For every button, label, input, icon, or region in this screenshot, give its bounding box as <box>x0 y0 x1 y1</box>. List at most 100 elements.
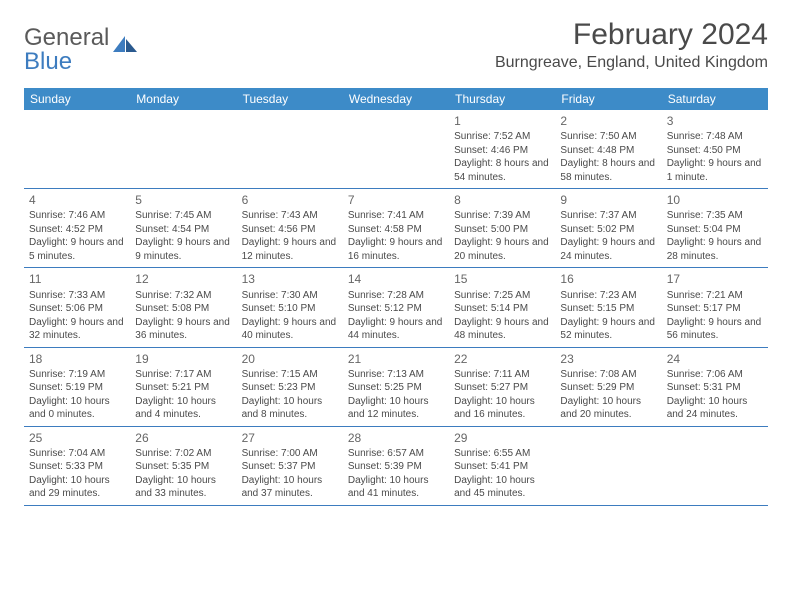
day-cell: 12 Sunrise: 7:32 AMSunset: 5:08 PMDayligh… <box>130 268 236 346</box>
day-cell: 8Sunrise: 7:39 AMSunset: 5:00 PMDaylight… <box>449 189 555 267</box>
day-cell: 17Sunrise: 7:21 AMSunset: 5:17 PMDayligh… <box>662 268 768 346</box>
day-number: 11 <box>29 271 125 287</box>
week-row: 11 Sunrise: 7:33 AMSunset: 5:06 PMDayligh… <box>24 268 768 347</box>
day-number: 28 <box>348 430 444 446</box>
day-info: Sunrise: 7:43 AMSunset: 4:56 PMDaylight:… <box>242 209 338 263</box>
dow-cell: Tuesday <box>237 88 343 110</box>
day-info: Sunrise: 7:32 AMSunset: 5:08 PMDaylight:… <box>135 289 231 343</box>
day-info: Sunrise: 7:37 AMSunset: 5:02 PMDaylight:… <box>560 209 656 263</box>
day-info: Sunrise: 7:11 AMSunset: 5:27 PMDaylight:… <box>454 368 550 422</box>
day-number: 6 <box>242 192 338 208</box>
day-info: Sunrise: 7:13 AMSunset: 5:25 PMDaylight:… <box>348 368 444 422</box>
day-number: 16 <box>560 271 656 287</box>
week-row: 18Sunrise: 7:19 AMSunset: 5:19 PMDayligh… <box>24 348 768 427</box>
day-cell <box>130 110 236 188</box>
day-cell <box>343 110 449 188</box>
day-info: Sunrise: 7:25 AMSunset: 5:14 PMDaylight:… <box>454 289 550 343</box>
day-number: 13 <box>242 271 338 287</box>
day-info: Sunrise: 7:28 AMSunset: 5:12 PMDaylight:… <box>348 289 444 343</box>
calendar-page: GeneralBlue February 2024 Burngreave, En… <box>0 0 792 516</box>
day-cell: 19Sunrise: 7:17 AMSunset: 5:21 PMDayligh… <box>130 348 236 426</box>
day-info: Sunrise: 7:46 AMSunset: 4:52 PMDaylight:… <box>29 209 125 263</box>
day-number: 9 <box>560 192 656 208</box>
day-cell: 1Sunrise: 7:52 AMSunset: 4:46 PMDaylight… <box>449 110 555 188</box>
day-info: Sunrise: 7:39 AMSunset: 5:00 PMDaylight:… <box>454 209 550 263</box>
day-cell: 21Sunrise: 7:13 AMSunset: 5:25 PMDayligh… <box>343 348 449 426</box>
day-cell: 29Sunrise: 6:55 AMSunset: 5:41 PMDayligh… <box>449 427 555 505</box>
day-info: Sunrise: 7:52 AMSunset: 4:46 PMDaylight:… <box>454 130 550 184</box>
week-row: 25Sunrise: 7:04 AMSunset: 5:33 PMDayligh… <box>24 427 768 506</box>
day-info: Sunrise: 7:08 AMSunset: 5:29 PMDaylight:… <box>560 368 656 422</box>
day-info: Sunrise: 7:33 AMSunset: 5:06 PMDaylight:… <box>29 289 125 343</box>
day-info: Sunrise: 7:02 AMSunset: 5:35 PMDaylight:… <box>135 447 231 501</box>
day-info: Sunrise: 7:41 AMSunset: 4:58 PMDaylight:… <box>348 209 444 263</box>
day-cell: 14 Sunrise: 7:28 AMSunset: 5:12 PMDayligh… <box>343 268 449 346</box>
day-number: 14 <box>348 271 444 287</box>
day-number: 10 <box>667 192 763 208</box>
month-title: February 2024 <box>495 18 768 52</box>
day-info: Sunrise: 7:35 AMSunset: 5:04 PMDaylight:… <box>667 209 763 263</box>
day-cell: 27Sunrise: 7:00 AMSunset: 5:37 PMDayligh… <box>237 427 343 505</box>
day-cell: 6Sunrise: 7:43 AMSunset: 4:56 PMDaylight… <box>237 189 343 267</box>
day-of-week-header: SundayMondayTuesdayWednesdayThursdayFrid… <box>24 88 768 110</box>
day-info: Sunrise: 7:15 AMSunset: 5:23 PMDaylight:… <box>242 368 338 422</box>
day-cell: 3Sunrise: 7:48 AMSunset: 4:50 PMDaylight… <box>662 110 768 188</box>
dow-cell: Friday <box>555 88 661 110</box>
day-cell: 10Sunrise: 7:35 AMSunset: 5:04 PMDayligh… <box>662 189 768 267</box>
day-cell: 25Sunrise: 7:04 AMSunset: 5:33 PMDayligh… <box>24 427 130 505</box>
day-info: Sunrise: 7:30 AMSunset: 5:10 PMDaylight:… <box>242 289 338 343</box>
day-number: 27 <box>242 430 338 446</box>
day-info: Sunrise: 7:17 AMSunset: 5:21 PMDaylight:… <box>135 368 231 422</box>
day-number: 25 <box>29 430 125 446</box>
logo-sail-icon <box>111 34 139 54</box>
day-cell: 28Sunrise: 6:57 AMSunset: 5:39 PMDayligh… <box>343 427 449 505</box>
dow-cell: Thursday <box>449 88 555 110</box>
day-number: 20 <box>242 351 338 367</box>
day-info: Sunrise: 7:00 AMSunset: 5:37 PMDaylight:… <box>242 447 338 501</box>
day-number: 19 <box>135 351 231 367</box>
day-number: 22 <box>454 351 550 367</box>
day-info: Sunrise: 7:48 AMSunset: 4:50 PMDaylight:… <box>667 130 763 184</box>
day-cell: 23Sunrise: 7:08 AMSunset: 5:29 PMDayligh… <box>555 348 661 426</box>
day-cell <box>662 427 768 505</box>
day-info: Sunrise: 7:45 AMSunset: 4:54 PMDaylight:… <box>135 209 231 263</box>
day-info: Sunrise: 7:06 AMSunset: 5:31 PMDaylight:… <box>667 368 763 422</box>
day-number: 21 <box>348 351 444 367</box>
day-cell: 18Sunrise: 7:19 AMSunset: 5:19 PMDayligh… <box>24 348 130 426</box>
day-cell: 15 Sunrise: 7:25 AMSunset: 5:14 PMDayligh… <box>449 268 555 346</box>
title-block: February 2024 Burngreave, England, Unite… <box>495 18 768 72</box>
day-info: Sunrise: 6:57 AMSunset: 5:39 PMDaylight:… <box>348 447 444 501</box>
day-info: Sunrise: 7:50 AMSunset: 4:48 PMDaylight:… <box>560 130 656 184</box>
day-cell: 4Sunrise: 7:46 AMSunset: 4:52 PMDaylight… <box>24 189 130 267</box>
day-number: 29 <box>454 430 550 446</box>
logo: GeneralBlue <box>24 18 139 74</box>
calendar-grid: SundayMondayTuesdayWednesdayThursdayFrid… <box>24 88 768 506</box>
day-number: 4 <box>29 192 125 208</box>
day-number: 12 <box>135 271 231 287</box>
day-cell: 9Sunrise: 7:37 AMSunset: 5:02 PMDaylight… <box>555 189 661 267</box>
day-cell: 20Sunrise: 7:15 AMSunset: 5:23 PMDayligh… <box>237 348 343 426</box>
weeks-container: 1Sunrise: 7:52 AMSunset: 4:46 PMDaylight… <box>24 110 768 506</box>
day-info: Sunrise: 7:23 AMSunset: 5:15 PMDaylight:… <box>560 289 656 343</box>
location: Burngreave, England, United Kingdom <box>495 54 768 72</box>
day-number: 1 <box>454 113 550 129</box>
day-info: Sunrise: 7:04 AMSunset: 5:33 PMDaylight:… <box>29 447 125 501</box>
day-number: 7 <box>348 192 444 208</box>
dow-cell: Wednesday <box>343 88 449 110</box>
day-number: 15 <box>454 271 550 287</box>
day-cell: 7Sunrise: 7:41 AMSunset: 4:58 PMDaylight… <box>343 189 449 267</box>
dow-cell: Monday <box>130 88 236 110</box>
logo-text-1: General <box>24 24 109 51</box>
day-number: 5 <box>135 192 231 208</box>
week-row: 4Sunrise: 7:46 AMSunset: 4:52 PMDaylight… <box>24 189 768 268</box>
day-info: Sunrise: 6:55 AMSunset: 5:41 PMDaylight:… <box>454 447 550 501</box>
day-cell: 13 Sunrise: 7:30 AMSunset: 5:10 PMDayligh… <box>237 268 343 346</box>
day-number: 23 <box>560 351 656 367</box>
day-number: 26 <box>135 430 231 446</box>
day-cell <box>237 110 343 188</box>
day-number: 3 <box>667 113 763 129</box>
day-cell <box>555 427 661 505</box>
day-info: Sunrise: 7:21 AMSunset: 5:17 PMDaylight:… <box>667 289 763 343</box>
day-cell: 24Sunrise: 7:06 AMSunset: 5:31 PMDayligh… <box>662 348 768 426</box>
day-cell <box>24 110 130 188</box>
